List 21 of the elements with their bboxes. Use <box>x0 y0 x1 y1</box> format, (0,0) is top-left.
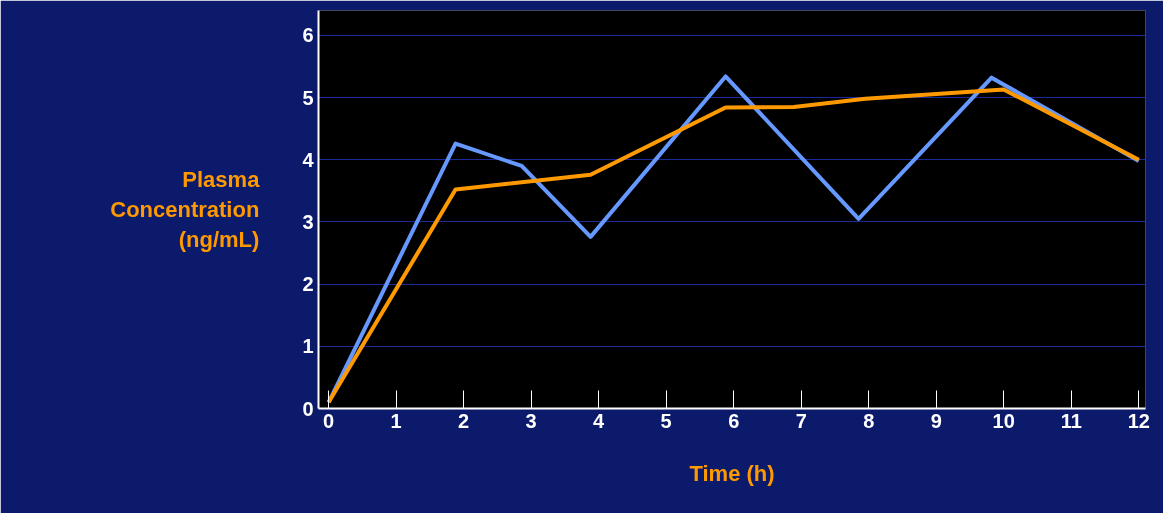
x-axis-title: Time (h) <box>689 460 775 486</box>
y-axis-title: Plasma Concentration (ng/mL) <box>110 167 261 252</box>
x-tick-label: 10 <box>992 409 1015 432</box>
y-tick-label: 4 <box>302 148 315 171</box>
x-tick-label: 9 <box>930 409 942 432</box>
x-tick-label: 11 <box>1060 409 1082 432</box>
x-tick-label: 1 <box>390 409 402 432</box>
x-tick-label: 6 <box>728 409 740 432</box>
x-tick-label: 8 <box>863 409 875 432</box>
x-tick-label: 0 <box>323 409 335 432</box>
y-tick-label: 3 <box>302 210 314 233</box>
x-tick-label: 12 <box>1127 409 1150 432</box>
x-tick-label: 3 <box>525 409 537 432</box>
y-tick-label: 5 <box>302 86 314 109</box>
x-tick-label: 5 <box>660 409 672 432</box>
x-tick-label: 7 <box>795 409 807 432</box>
x-tick-label: 4 <box>593 409 606 432</box>
y-tick-label: 2 <box>302 273 314 296</box>
x-tick-label: 2 <box>458 409 470 432</box>
y-tick-label: 1 <box>302 335 314 358</box>
y-tick-label: 6 <box>302 24 314 47</box>
